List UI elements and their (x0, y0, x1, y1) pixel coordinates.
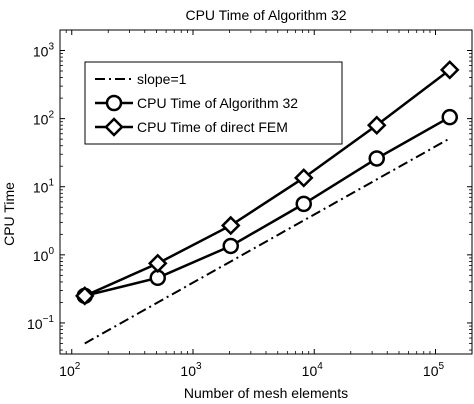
y-tick-label: 101 (33, 178, 55, 196)
x-tick-label: 103 (180, 361, 202, 379)
x-tick-label: 105 (423, 361, 445, 379)
data-point-cpu-time-of-direct-fem (147, 253, 168, 274)
y-tick-label: 102 (33, 110, 55, 128)
y-axis-label: CPU Time (1, 182, 17, 246)
legend-label-slope-1: slope=1 (137, 71, 187, 87)
y-tick-label: 100 (33, 246, 55, 264)
legend-marker-cpu-time-of-direct-fem (104, 117, 124, 137)
x-tick-label: 104 (302, 361, 324, 379)
data-point-cpu-time-of-direct-fem (220, 215, 241, 236)
series-line-cpu-time-of-direct-fem (84, 68, 451, 297)
legend-label-cpu-time-of-algorithm-32: CPU Time of Algorithm 32 (137, 95, 298, 111)
y-tick-label: 10−1 (27, 314, 54, 332)
series-line-slope-1 (84, 137, 451, 345)
x-axis-label: Number of mesh elements (184, 385, 348, 401)
plot-area: 102 103 104 105 10−1 100 101 102 103 (27, 29, 473, 379)
data-point-cpu-time-of-direct-fem (74, 286, 95, 306)
y-tick-label: 103 (33, 42, 55, 60)
x-tick-label: 102 (59, 361, 81, 379)
series-line-cpu-time-of-algorithm-32 (84, 116, 451, 298)
data-point-cpu-time-of-direct-fem (293, 168, 314, 188)
chart-title: CPU Time of Algorithm 32 (185, 7, 346, 23)
data-point-cpu-time-of-algorithm-32 (295, 195, 312, 213)
legend-marker-cpu-time-of-algorithm-32 (105, 94, 123, 112)
data-point-cpu-time-of-direct-fem (366, 115, 387, 135)
data-point-cpu-time-of-algorithm-32 (222, 237, 239, 255)
legend: slope=1 CPU Time of Algorithm 32 CPU Time … (84, 61, 343, 145)
data-point-cpu-time-of-algorithm-32 (368, 150, 385, 167)
data-point-cpu-time-of-algorithm-32 (441, 108, 458, 126)
legend-label-cpu-time-of-direct-fem: CPU Time of direct FEM (137, 119, 288, 135)
data-point-cpu-time-of-direct-fem (439, 60, 460, 80)
